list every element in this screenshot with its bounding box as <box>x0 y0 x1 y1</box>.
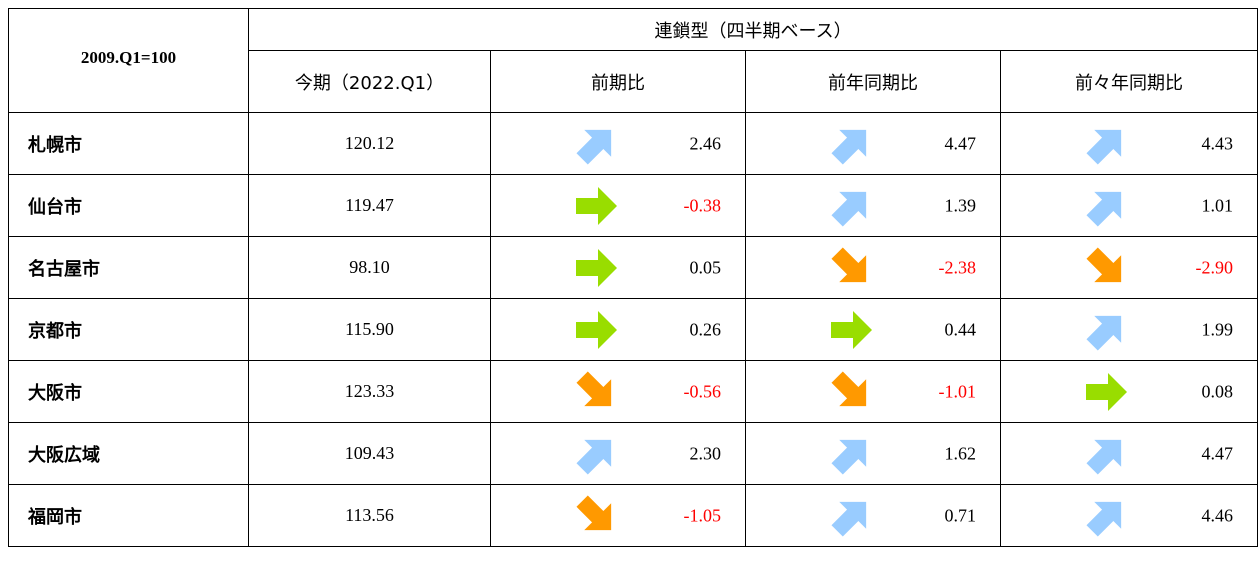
change-cell: 0.05 <box>490 236 746 299</box>
city-name: 京都市 <box>8 298 249 361</box>
table-row: 京都市 115.90 0.26 0.44 1.99 <box>8 298 1259 361</box>
change-cell: -1.01 <box>745 360 1001 423</box>
change-cell: 4.47 <box>999 422 1259 485</box>
change-cell: -0.56 <box>490 360 746 423</box>
arrow-flat-icon <box>1086 372 1127 411</box>
change-cell: -2.38 <box>745 236 1001 299</box>
change-value: 2.46 <box>689 133 722 153</box>
arrow-up-icon <box>576 439 612 475</box>
change-cell: -0.38 <box>490 174 746 237</box>
change-cell: -1.05 <box>490 484 746 547</box>
arrow-down-icon <box>576 494 612 530</box>
change-value: 2.30 <box>689 443 722 463</box>
change-value: -2.38 <box>938 257 977 277</box>
arrow-down-icon <box>831 246 867 282</box>
change-cell: 2.30 <box>490 422 746 485</box>
arrow-down-icon <box>1086 246 1122 282</box>
change-value: -0.38 <box>683 195 722 215</box>
table-body: 札幌市 120.12 2.46 4.47 4.43 仙台市 119.47 -0.38 1.39 1… <box>8 112 1259 547</box>
arrow-up-icon <box>1086 129 1122 165</box>
change-cell: 0.44 <box>745 298 1001 361</box>
current-index: 113.56 <box>248 484 491 547</box>
change-value: 1.62 <box>944 443 977 463</box>
current-index: 123.33 <box>248 360 491 423</box>
table-row: 仙台市 119.47 -0.38 1.39 1.01 <box>8 174 1259 237</box>
change-value: -1.01 <box>938 381 977 401</box>
change-value: 0.26 <box>689 319 722 339</box>
change-value: 4.47 <box>1201 443 1234 463</box>
arrow-up-icon <box>831 129 867 165</box>
change-value: 1.99 <box>1201 319 1234 339</box>
change-cell: 4.47 <box>745 112 1001 175</box>
table-row: 福岡市 113.56 -1.05 0.71 4.46 <box>8 484 1259 547</box>
table-row: 名古屋市 98.10 0.05 -2.38 -2.90 <box>8 236 1259 299</box>
change-value: 1.39 <box>944 195 977 215</box>
col-qoq: 前期比 <box>490 50 746 113</box>
arrow-up-icon <box>831 191 867 227</box>
change-value: -0.56 <box>683 381 722 401</box>
table-row: 大阪広域 109.43 2.30 1.62 4.47 <box>8 422 1259 485</box>
current-index: 120.12 <box>248 112 491 175</box>
change-value: 1.01 <box>1201 195 1234 215</box>
arrow-up-icon <box>1086 191 1122 227</box>
change-cell: 4.46 <box>999 484 1259 547</box>
city-name: 札幌市 <box>8 112 249 175</box>
change-cell: 4.43 <box>999 112 1259 175</box>
change-value: -1.05 <box>683 505 722 525</box>
change-cell: 0.08 <box>999 360 1259 423</box>
change-cell: 1.39 <box>745 174 1001 237</box>
col-current: 今期（2022.Q1） <box>248 50 491 113</box>
base-period-label: 2009.Q1=100 <box>8 8 249 113</box>
city-name: 福岡市 <box>8 484 249 547</box>
city-name: 大阪市 <box>8 360 249 423</box>
arrow-up-icon <box>1086 501 1122 537</box>
arrow-up-icon <box>1086 439 1122 475</box>
current-index: 115.90 <box>248 298 491 361</box>
col-two-year: 前々年同期比 <box>999 50 1259 113</box>
change-cell: -2.90 <box>999 236 1259 299</box>
change-value: 0.71 <box>944 505 977 525</box>
index-table: 2009.Q1=100 連鎖型（四半期ベース） 今期（2022.Q1） 前期比 … <box>8 8 1259 547</box>
arrow-flat-icon <box>576 248 617 287</box>
current-index: 109.43 <box>248 422 491 485</box>
col-yoy: 前年同期比 <box>745 50 1001 113</box>
change-cell: 2.46 <box>490 112 746 175</box>
arrow-flat-icon <box>831 310 872 349</box>
change-value: 0.08 <box>1201 381 1234 401</box>
change-value: 4.43 <box>1201 133 1234 153</box>
change-cell: 1.01 <box>999 174 1259 237</box>
change-value: 4.47 <box>944 133 977 153</box>
chain-type-header: 連鎖型（四半期ベース） <box>247 8 1259 51</box>
arrow-flat-icon <box>576 186 617 225</box>
arrow-up-icon <box>831 439 867 475</box>
arrow-up-icon <box>576 129 612 165</box>
arrow-down-icon <box>576 370 612 406</box>
change-value: 0.05 <box>689 257 722 277</box>
city-name: 仙台市 <box>8 174 249 237</box>
arrow-flat-icon <box>576 310 617 349</box>
change-value: 4.46 <box>1201 505 1234 525</box>
arrow-down-icon <box>831 370 867 406</box>
city-name: 大阪広域 <box>8 422 249 485</box>
city-name: 名古屋市 <box>8 236 249 299</box>
change-cell: 1.99 <box>999 298 1259 361</box>
change-cell: 0.26 <box>490 298 746 361</box>
change-value: 0.44 <box>944 319 977 339</box>
arrow-up-icon <box>1086 315 1122 351</box>
table-row: 札幌市 120.12 2.46 4.47 4.43 <box>8 112 1259 175</box>
table-row: 大阪市 123.33 -0.56 -1.01 0.08 <box>8 360 1259 423</box>
change-cell: 1.62 <box>745 422 1001 485</box>
current-index: 98.10 <box>248 236 491 299</box>
arrow-up-icon <box>831 501 867 537</box>
change-value: -2.90 <box>1195 257 1234 277</box>
current-index: 119.47 <box>248 174 491 237</box>
change-cell: 0.71 <box>745 484 1001 547</box>
